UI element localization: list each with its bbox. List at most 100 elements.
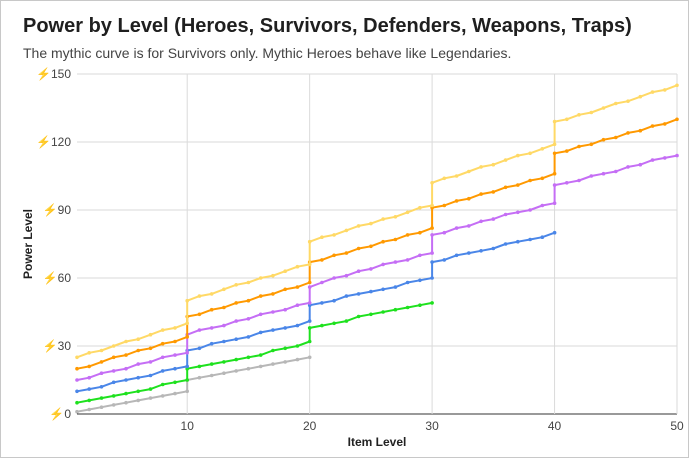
data-point [552,201,557,205]
data-point [295,344,300,348]
data-point [75,378,79,382]
data-point [307,326,312,330]
data-point [369,289,373,294]
data-point [75,389,79,394]
data-point [454,226,459,230]
data-point [234,283,238,287]
data-point [307,355,312,360]
x-tick-label: 40 [548,419,562,433]
series-3 [75,230,557,394]
data-point [136,375,140,380]
data-point [283,326,288,330]
data-point [369,312,373,317]
data-point [222,371,226,376]
data-point [467,224,471,228]
data-point [271,348,275,353]
data-point [295,264,300,269]
data-point [418,278,422,283]
data-point [173,380,177,385]
data-point [246,317,251,321]
data-point [136,337,140,342]
data-point [601,106,606,110]
data-point [209,292,214,296]
data-point [405,305,410,310]
data-point [258,330,263,335]
data-point [99,348,104,353]
series-line [76,84,678,359]
series-6 [75,83,679,360]
data-point [320,258,324,262]
data-point [540,203,545,208]
data-point [393,307,398,312]
data-point [344,273,349,278]
data-point [430,203,434,208]
data-point [516,153,520,158]
data-point [344,228,349,233]
data-point [283,307,288,312]
data-point [173,326,177,330]
data-point [222,287,226,292]
data-point [626,165,630,169]
data-point [491,190,496,194]
data-point [467,196,471,201]
data-point [148,346,153,351]
x-tick-label: 10 [181,419,195,433]
data-point [467,169,471,174]
data-point [234,369,238,373]
data-point [565,149,569,153]
data-point [430,233,434,237]
data-point [418,205,422,210]
data-point [99,371,104,376]
data-point [87,407,91,412]
data-point [430,276,434,280]
data-point [124,353,128,357]
data-point [638,162,643,167]
data-point [124,400,128,405]
data-point [454,174,459,178]
data-point [160,355,165,360]
data-point [124,391,128,396]
data-point [111,355,116,360]
data-point [234,357,238,362]
data-point [111,394,116,398]
x-tick-label: 20 [303,419,317,433]
data-point [332,321,336,326]
data-point [307,262,312,267]
data-point [442,230,447,235]
data-point [197,346,202,351]
data-point [393,285,398,289]
data-point [405,233,410,237]
data-point [589,174,594,178]
data-point [197,312,202,317]
data-point [638,128,643,133]
data-point [185,298,189,303]
data-point [87,364,91,369]
data-point [307,280,312,285]
data-point [344,319,349,323]
data-point [479,192,483,196]
data-point [356,246,361,251]
data-point [675,117,679,122]
data-point [185,335,189,339]
y-tick-label: ⚡150 [36,67,71,81]
data-point [197,375,202,380]
data-point [393,215,398,219]
data-point [111,369,116,373]
data-point [283,269,288,274]
data-point [136,389,140,394]
data-point [99,396,104,400]
data-point [307,239,312,244]
data-point [234,301,238,305]
data-point [626,131,630,135]
data-point [136,362,140,366]
data-point [173,366,177,371]
data-point [442,258,447,262]
series-line [76,118,678,370]
data-point [271,292,275,296]
data-point [430,260,434,264]
data-point [295,323,300,328]
data-point [577,113,581,117]
data-point [552,171,557,176]
data-point [209,373,214,378]
data-point [491,246,496,251]
